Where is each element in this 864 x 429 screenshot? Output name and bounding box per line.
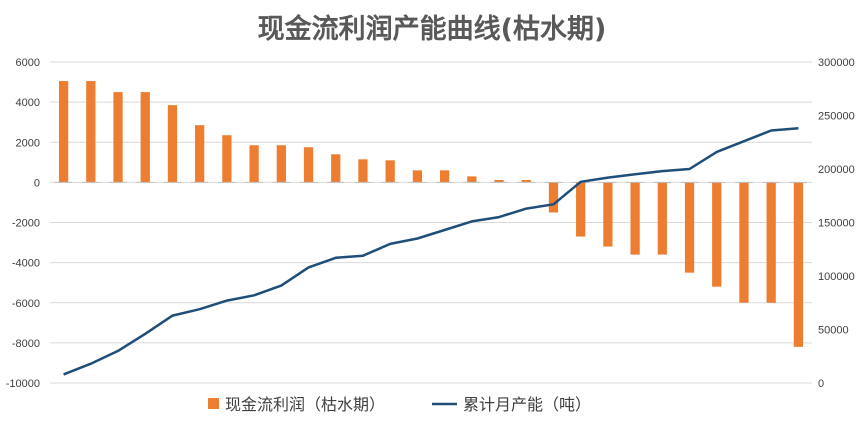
left-tick-label: 2000 — [16, 137, 40, 149]
bar — [684, 182, 695, 273]
bar — [739, 182, 749, 303]
right-tick-label: 50000 — [818, 325, 849, 337]
line-series — [63, 127, 799, 376]
bar — [167, 105, 178, 183]
bar — [113, 92, 123, 183]
bar — [331, 154, 341, 183]
right-tick-label: 0 — [818, 378, 824, 390]
legend-bar-label: 现金流利润（枯水期） — [225, 395, 385, 414]
bar — [467, 176, 477, 183]
right-tick-label: 150000 — [818, 218, 855, 230]
right-tick-label: 250000 — [818, 111, 855, 123]
gridlines — [50, 61, 812, 384]
bar — [603, 182, 613, 247]
right-axis-ticks: 0 50000 100000 150000 200000 250000 300000 — [818, 57, 855, 390]
bar — [494, 179, 504, 183]
left-tick-label: -4000 — [12, 258, 40, 270]
chart-title: 现金流利润产能曲线(枯水期) — [258, 13, 607, 45]
left-tick-label: 4000 — [16, 97, 40, 109]
right-tick-label: 100000 — [818, 271, 855, 283]
bar — [439, 170, 450, 183]
left-tick-label: -10000 — [6, 378, 40, 390]
legend: 现金流利润（枯水期） 累计月产能（吨） — [208, 395, 591, 414]
left-tick-label: -6000 — [12, 298, 40, 310]
bar — [385, 160, 395, 183]
bar-series — [58, 81, 804, 347]
bar — [276, 145, 286, 183]
bar — [630, 182, 640, 255]
bar — [358, 159, 368, 183]
left-tick-label: 6000 — [16, 57, 40, 69]
bar — [195, 125, 205, 183]
left-axis-ticks: -10000 -8000 -6000 -4000 -2000 0 2000 4000 6000 — [6, 57, 40, 390]
bar — [222, 135, 232, 183]
bar — [303, 147, 314, 183]
left-tick-label: -8000 — [12, 338, 40, 350]
bar — [576, 182, 586, 237]
right-tick-label: 300000 — [818, 57, 855, 69]
legend-bar-swatch — [208, 398, 219, 409]
bar — [140, 92, 150, 183]
bar — [86, 81, 96, 183]
bar — [58, 81, 69, 183]
legend-line-label: 累计月产能（吨） — [463, 395, 591, 414]
bar — [766, 182, 776, 303]
bar — [712, 182, 722, 287]
left-tick-label: 0 — [34, 177, 40, 189]
bar — [521, 179, 531, 183]
left-tick-label: -2000 — [12, 218, 40, 230]
bar — [657, 182, 667, 255]
right-tick-label: 200000 — [818, 164, 855, 176]
bar — [793, 182, 804, 347]
bar — [412, 170, 423, 183]
bar — [249, 145, 259, 183]
bar — [548, 182, 559, 213]
